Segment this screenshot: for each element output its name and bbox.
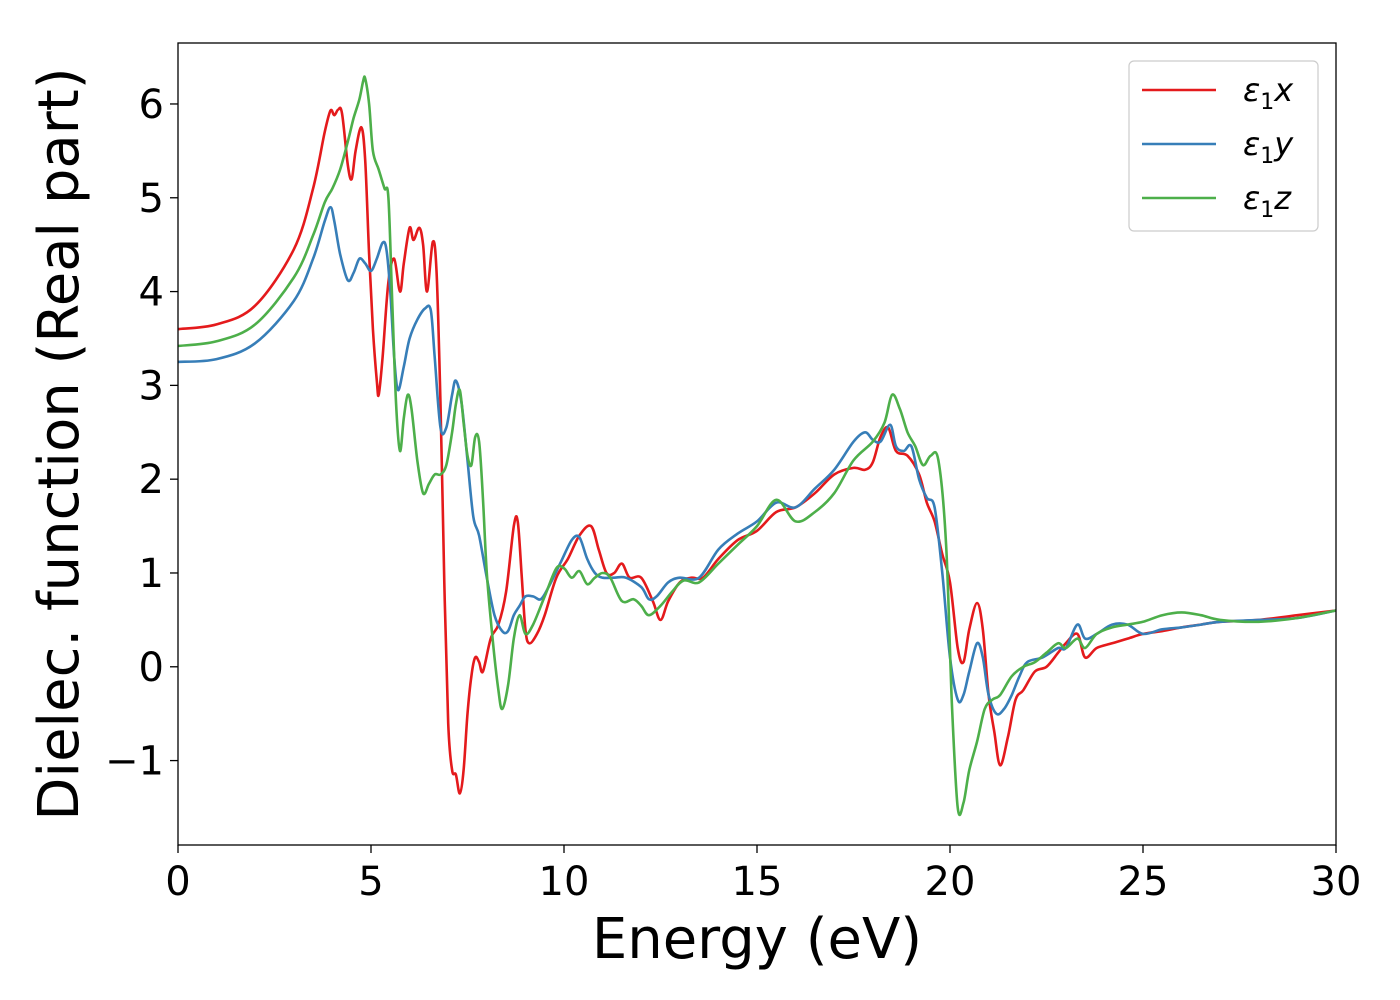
- x-axis-label: Energy (eV): [592, 907, 922, 972]
- legend-label-y: ε1y: [1243, 125, 1294, 169]
- x-tick-label: 20: [925, 859, 976, 905]
- x-tick-label: 25: [1118, 859, 1169, 905]
- x-tick-label: 15: [732, 859, 783, 905]
- legend-box: [1128, 60, 1319, 232]
- y-axis-label: Dielec. function (Real part): [27, 67, 92, 820]
- series-line-y: [177, 205, 1337, 716]
- y-tick-label: 3: [139, 363, 164, 409]
- y-axis-ticks: −1 0 1 2 3 4 5 6: [105, 82, 178, 785]
- y-tick-label: −1: [105, 739, 164, 785]
- series-layer: [177, 75, 1337, 817]
- series-line-z: [177, 75, 1337, 817]
- x-tick-label: 0: [165, 859, 190, 905]
- legend-label-x: ε1x: [1243, 71, 1294, 115]
- x-tick-label: 30: [1311, 859, 1362, 905]
- y-tick-label: 6: [139, 82, 164, 128]
- x-axis-ticks: 0 5 10 15 20 25 30: [165, 845, 1361, 905]
- x-tick-label: 10: [539, 859, 590, 905]
- x-tick-label: 5: [358, 859, 383, 905]
- y-tick-label: 0: [139, 645, 164, 691]
- y-tick-label: 5: [139, 176, 164, 222]
- y-tick-label: 2: [139, 457, 164, 503]
- legend-label-z: ε1z: [1243, 179, 1292, 223]
- legend: ε1x ε1y ε1z: [1128, 60, 1319, 232]
- y-tick-label: 1: [139, 551, 164, 597]
- y-tick-label: 4: [139, 270, 164, 316]
- series-line-x: [177, 106, 1337, 795]
